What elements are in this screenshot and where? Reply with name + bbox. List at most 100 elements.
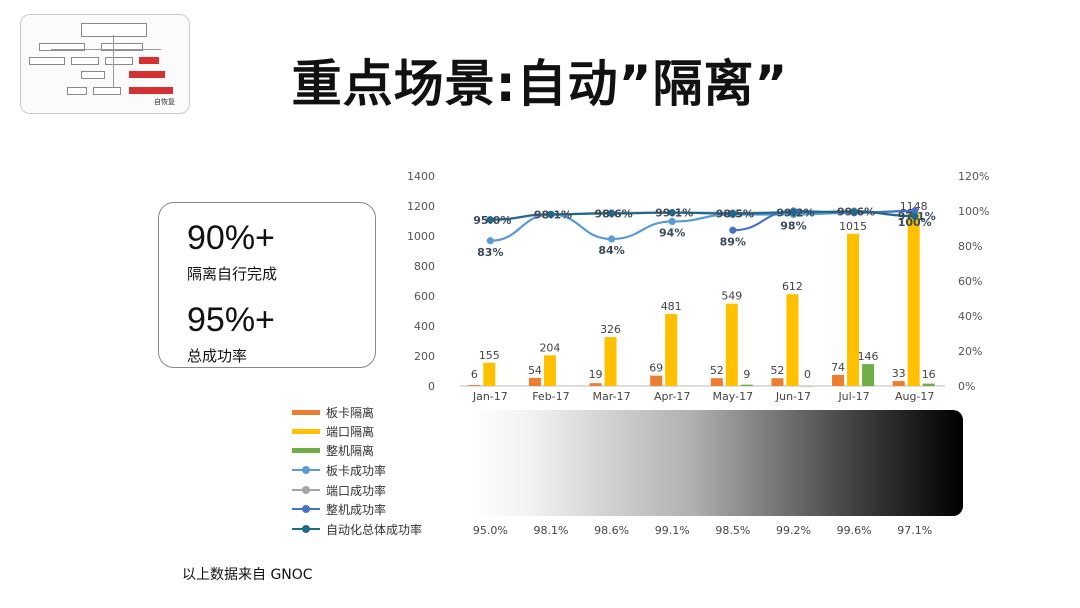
- legend-total-success: 自动化总体成功率: [292, 520, 422, 538]
- line-data-label: 89%: [720, 235, 746, 248]
- y-left-tick-label: 800: [414, 260, 435, 273]
- line-marker-3: [850, 208, 858, 216]
- line-data-label: 98%: [780, 220, 806, 233]
- thumb-box: [101, 43, 143, 51]
- bar-1: [604, 337, 617, 386]
- bar-data-label: 204: [539, 341, 560, 354]
- table-cell: 95.0%: [473, 524, 508, 537]
- bar-data-label: 549: [721, 290, 742, 303]
- bar-1: [665, 313, 678, 386]
- y-left-tick-label: 1000: [407, 230, 435, 243]
- thumb-box: [81, 71, 105, 79]
- line-marker-3: [789, 208, 798, 216]
- bar-1: [786, 294, 799, 386]
- line-marker-2: [911, 207, 919, 215]
- x-tick-label: Jan-17: [472, 390, 508, 403]
- slide-thumbnail: 自恢复: [20, 14, 190, 114]
- legend-line: [292, 466, 320, 474]
- bar-data-label: 1148: [900, 200, 928, 213]
- thumb-box: [71, 57, 99, 65]
- table-cell: 99.2%: [776, 524, 811, 537]
- legend-device-success: 整机成功率: [292, 500, 386, 518]
- y-left-tick-label: 1400: [407, 170, 435, 183]
- line-data-label: 98.1%: [534, 208, 572, 221]
- thumb-red-box: [139, 57, 159, 64]
- thumbnail-label: 自恢复: [154, 98, 175, 106]
- bar-0: [771, 378, 784, 386]
- legend-device-isolation: 整机隔离: [292, 441, 374, 459]
- legend-swatch: [292, 447, 320, 453]
- legend-label: 板卡成功率: [326, 463, 387, 478]
- y-left-tick-label: 1200: [407, 200, 435, 213]
- bar-1: [847, 233, 860, 386]
- bar-1: [543, 355, 556, 386]
- bar-data-label: 9: [743, 368, 750, 381]
- bar-data-label: 6: [471, 368, 478, 381]
- line-data-label: 98.6%: [594, 207, 632, 220]
- bar-0: [468, 385, 481, 386]
- bar-data-label: 19: [589, 368, 603, 381]
- thumb-box: [67, 87, 87, 95]
- legend-port-isolation: 端口隔离: [292, 422, 374, 440]
- bar-data-label: 146: [858, 350, 879, 363]
- legend-label: 端口隔离: [326, 424, 375, 439]
- y-right-tick-label: 0%: [958, 380, 975, 393]
- line-marker-3: [729, 210, 737, 218]
- bar-data-label: 54: [528, 364, 542, 377]
- y-right-tick-label: 100%: [958, 205, 989, 218]
- x-tick-label: Apr-17: [654, 390, 690, 403]
- line-data-label: 95.0%: [473, 214, 511, 227]
- legend-label: 整机成功率: [326, 502, 387, 517]
- bar-data-label: 326: [600, 323, 621, 336]
- bar-data-label: 74: [831, 361, 845, 374]
- bar-0: [528, 377, 541, 386]
- table-cell: 98.1%: [533, 524, 568, 537]
- bar-data-label: 52: [710, 364, 724, 377]
- line-marker-3: [547, 210, 555, 218]
- gradient-decoration: [470, 410, 963, 516]
- legend-port-success: 端口成功率: [292, 481, 386, 499]
- line-data-label: 100%: [898, 216, 932, 229]
- line-marker-3: [486, 216, 494, 224]
- thumb-box: [39, 43, 85, 51]
- legend-label: 端口成功率: [326, 483, 387, 498]
- thumb-box: [105, 57, 133, 65]
- line-marker-3: [607, 209, 616, 218]
- page-title: 重点场景:自动”隔离”: [291, 55, 789, 113]
- legend-line: [292, 486, 320, 494]
- bar-0: [650, 375, 663, 386]
- bar-2: [801, 386, 814, 387]
- line-marker-0: [668, 217, 676, 226]
- y-left-tick-label: 0: [428, 380, 435, 393]
- source-footnote: 以上数据来自 GNOC: [182, 567, 313, 583]
- x-tick-label: Mar-17: [593, 390, 631, 403]
- legend-label: 自动化总体成功率: [326, 522, 423, 537]
- thumb-box: [29, 57, 65, 65]
- y-left-tick-label: 400: [414, 320, 435, 333]
- bar-data-label: 0: [804, 368, 811, 381]
- thumb-connector: [51, 49, 161, 50]
- x-tick-label: Aug-17: [895, 390, 934, 403]
- legend-line: [292, 505, 320, 513]
- bar-data-label: 33: [892, 367, 906, 380]
- x-tick-label: Feb-17: [532, 390, 569, 403]
- kpi-success-label: 总成功率: [187, 347, 248, 365]
- bar-0: [832, 374, 845, 386]
- bar-0: [892, 381, 905, 386]
- table-cell: 97.1%: [897, 524, 932, 537]
- y-left-tick-label: 600: [414, 290, 435, 303]
- legend-label: 板卡隔离: [326, 405, 375, 420]
- x-tick-label: Jun-17: [775, 390, 811, 403]
- line-data-label: 94%: [659, 227, 685, 240]
- legend-board-isolation: 板卡隔离: [292, 403, 374, 421]
- bar-data-label: 481: [661, 300, 682, 313]
- bar-data-label: 16: [922, 368, 936, 381]
- line-marker-3: [668, 208, 676, 217]
- thumb-connector: [113, 35, 114, 87]
- line-data-label: 99.2%: [776, 206, 814, 219]
- line-marker-3: [911, 212, 919, 220]
- legend-label: 整机隔离: [326, 443, 375, 458]
- legend-board-success: 板卡成功率: [292, 461, 386, 479]
- kpi-card: 90%+ 隔离自行完成 95%+ 总成功率: [158, 202, 376, 368]
